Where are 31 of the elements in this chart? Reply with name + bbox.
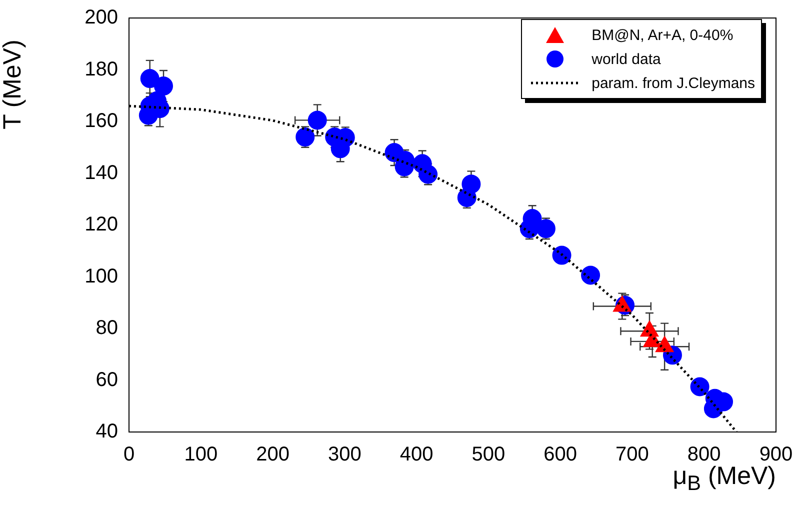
point [418, 164, 438, 184]
legend-label: world data [592, 50, 661, 68]
point [457, 188, 476, 208]
y-tick-label: 80 [96, 317, 118, 340]
x-tick-label: 500 [472, 444, 506, 466]
y-tick-label: 100 [84, 265, 118, 288]
point [536, 219, 556, 238]
y-tick-label: 160 [84, 110, 118, 132]
x-tick-label: 100 [184, 444, 218, 466]
point [690, 377, 710, 396]
y-tick-label: 200 [84, 6, 118, 29]
x-tick-label: 200 [256, 444, 290, 466]
point [154, 76, 174, 96]
legend-label: param. from J.Cleymans [592, 74, 755, 92]
x-tick-label: 700 [616, 444, 649, 466]
point [296, 128, 315, 147]
y-tick-label: 120 [84, 214, 118, 236]
y-tick-label: 60 [96, 368, 118, 391]
x-tick-label: 400 [400, 444, 434, 466]
point [552, 246, 572, 265]
point [581, 266, 600, 285]
point [308, 110, 327, 130]
y-axis-title: T (MeV) [0, 40, 28, 130]
x-tick-label: 0 [123, 444, 135, 466]
x-tick-label: 600 [544, 444, 578, 466]
legend-label: BM@N, Ar+A, 0-40% [592, 26, 734, 44]
y-tick-label: 140 [84, 162, 118, 184]
x-tick-label: 300 [328, 444, 362, 466]
y-tick-label: 40 [96, 420, 118, 443]
point [140, 69, 160, 88]
y-tick-label: 180 [84, 58, 118, 80]
